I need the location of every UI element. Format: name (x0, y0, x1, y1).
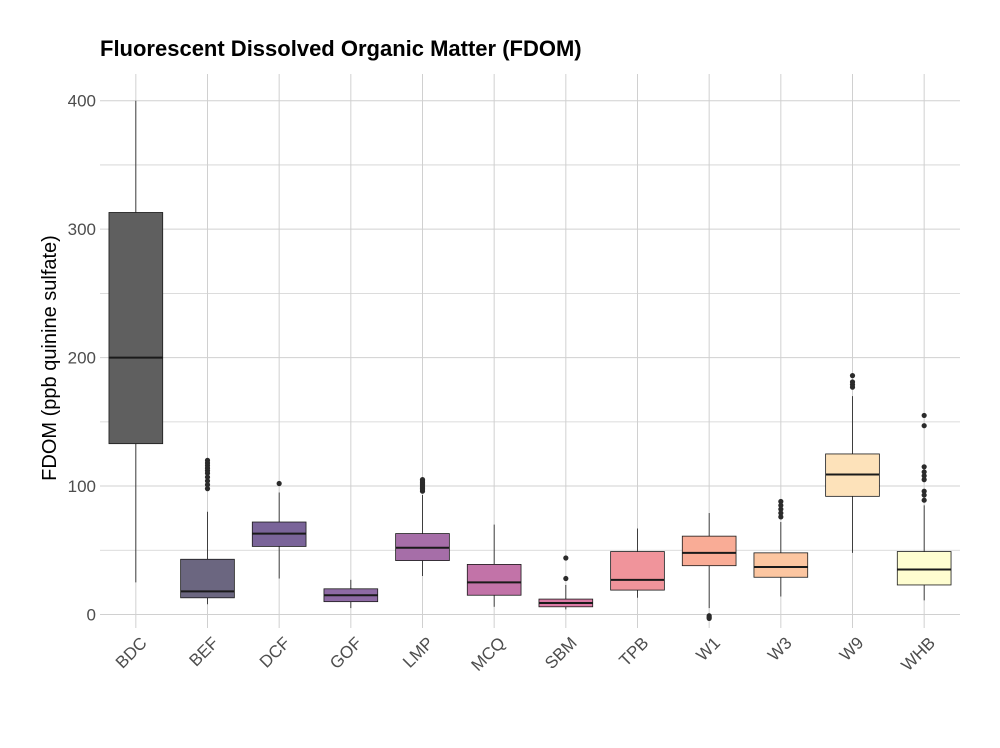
outlier-point (204, 474, 211, 480)
y-tick-label: 400 (68, 92, 96, 111)
box-iqr (753, 552, 809, 578)
x-tick-label: GOF (326, 633, 365, 672)
box-bdc (108, 100, 164, 583)
box-iqr (896, 551, 952, 586)
outlier-point (706, 615, 712, 621)
box-bef (180, 457, 235, 605)
outlier-point (921, 497, 927, 503)
box-iqr (466, 564, 522, 596)
box-tpb (610, 528, 665, 598)
outlier-point (563, 555, 569, 561)
box-iqr (681, 535, 737, 567)
outlier-point (778, 502, 784, 508)
outlier-point (921, 477, 927, 483)
outlier-point (204, 478, 211, 484)
box-mcq (466, 524, 522, 607)
x-tick-label: W1 (693, 633, 724, 664)
y-tick-label: 0 (87, 606, 96, 625)
box-w3 (753, 498, 809, 597)
outlier-point (921, 469, 927, 475)
x-tick-label: DCF (256, 633, 294, 671)
box-gof (323, 579, 379, 609)
outlier-point (204, 482, 211, 488)
outlier-point (921, 464, 927, 470)
box-sbm (538, 555, 594, 610)
outlier-point (849, 379, 856, 385)
box-iqr (610, 551, 665, 591)
x-tick-label: LMP (399, 633, 437, 671)
box-w9 (825, 373, 880, 553)
y-axis-label: FDOM (ppb quinine sulfate) (39, 235, 61, 481)
x-tick-label: BDC (112, 633, 151, 672)
y-tick-label: 100 (68, 477, 96, 496)
outlier-point (778, 506, 784, 512)
box-dcf (251, 480, 307, 579)
outlier-point (563, 575, 569, 582)
x-tick-label: MCQ (468, 633, 509, 674)
outlier-point (921, 412, 927, 419)
outlier-point (204, 457, 211, 463)
outlier-point (849, 373, 856, 379)
outlier-point (921, 492, 927, 498)
box-iqr (108, 212, 164, 445)
x-tick-label: SBM (541, 633, 580, 672)
x-tick-label: W9 (836, 633, 867, 664)
y-tick-label: 300 (68, 220, 96, 239)
outlier-point (204, 486, 211, 492)
outlier-point (921, 488, 927, 494)
y-tick-labels: 0 100 200 300 400 (68, 92, 96, 625)
outlier-point (921, 423, 927, 429)
grid-lines (100, 74, 960, 628)
x-tick-label: WHB (898, 633, 939, 674)
outlier-point (276, 480, 282, 487)
box-whb (896, 412, 952, 601)
outlier-point (921, 473, 927, 479)
x-tick-label: TPB (616, 633, 653, 670)
box-lmp (395, 477, 450, 576)
y-tick-label: 200 (68, 349, 96, 368)
outlier-point (778, 498, 784, 505)
box-w1 (681, 513, 737, 621)
outlier-point (778, 514, 784, 520)
x-tick-label: BEF (186, 633, 223, 670)
outlier-point (419, 477, 426, 483)
outlier-point (778, 510, 784, 516)
chart-title: Fluorescent Dissolved Organic Matter (FD… (100, 36, 582, 61)
boxes (108, 100, 952, 621)
x-tick-labels: BDC BEF DCF GOF LMP MCQ SBM TPB W1 W3 W9 WHB (112, 633, 939, 674)
x-tick-label: W3 (764, 633, 795, 664)
